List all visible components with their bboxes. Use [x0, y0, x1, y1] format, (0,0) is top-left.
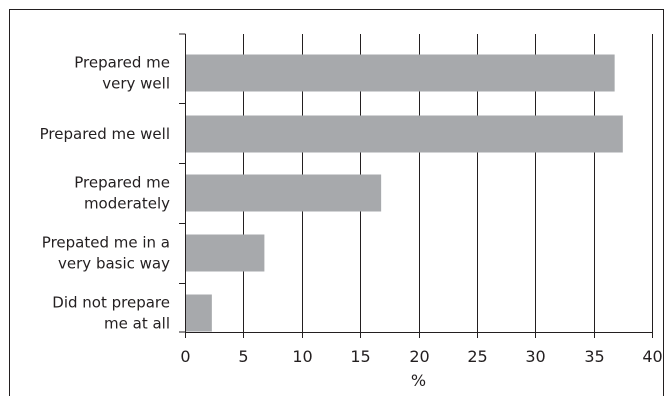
category-label: Did not prepare me at all	[52, 294, 170, 333]
category-label-line: Prepared me well	[40, 125, 170, 143]
bar	[185, 55, 615, 92]
bar	[185, 175, 381, 212]
x-tick-label: 10	[292, 347, 312, 366]
category-label: Prepared me very well	[74, 54, 170, 93]
category-label: Prepared me well	[40, 125, 170, 143]
category-label-line: me at all	[104, 315, 170, 333]
category-label-line: very well	[102, 75, 170, 93]
category-label-line: Prepared me	[74, 54, 170, 72]
x-tick-label: 25	[467, 347, 487, 366]
bar	[185, 295, 212, 332]
category-label: Prepated me in a very basic way	[42, 234, 170, 273]
bar	[185, 235, 264, 272]
x-tick-label: 15	[350, 347, 370, 366]
x-tick-label: 20	[409, 347, 429, 366]
x-tick-label: 40	[642, 347, 662, 366]
x-tick-label: 30	[525, 347, 545, 366]
x-tick-labels: 0 5 10 15 20 25 30 35 40	[180, 347, 662, 366]
category-label-line: Prepated me in a	[42, 234, 170, 252]
bar	[185, 116, 623, 153]
category-label: Prepared me moderately	[74, 174, 170, 213]
bars	[185, 55, 623, 332]
category-label-line: very basic way	[58, 255, 170, 273]
category-label-line: Did not prepare	[52, 294, 170, 312]
category-label-line: moderately	[84, 195, 170, 213]
x-axis-title: %	[411, 371, 426, 390]
category-labels: Prepared me very well Prepared me well Prep…	[40, 54, 170, 333]
x-tick-label: 0	[180, 347, 190, 366]
category-label-line: Prepared me	[74, 174, 170, 192]
x-tick-label: 5	[238, 347, 248, 366]
x-tick-label: 35	[584, 347, 604, 366]
